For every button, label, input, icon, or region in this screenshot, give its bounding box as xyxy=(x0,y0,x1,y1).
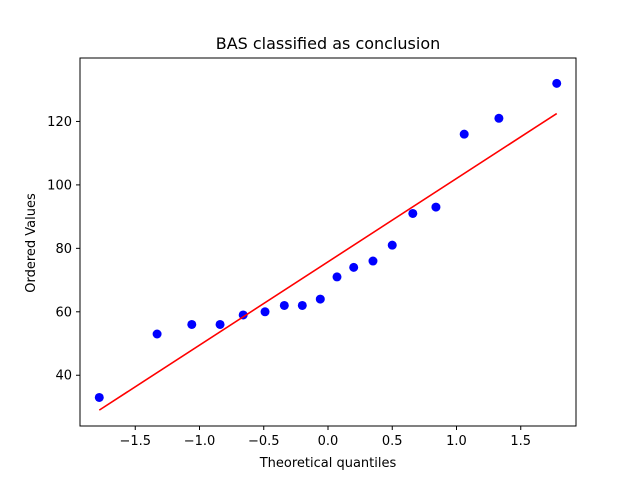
x-tick-label: 0.0 xyxy=(318,434,339,449)
data-point xyxy=(494,113,504,123)
data-point xyxy=(368,256,378,266)
data-point xyxy=(260,307,270,317)
data-point xyxy=(238,310,248,320)
y-tick-label: 80 xyxy=(55,242,72,257)
data-point xyxy=(408,208,418,218)
data-point xyxy=(187,319,197,329)
y-tick-label: 120 xyxy=(47,115,72,130)
data-point xyxy=(279,300,289,310)
axes: −1.5 −1.0 −0.5 0.0 0.5 1.0 1.5 40 60 80 100 120 xyxy=(47,57,577,449)
data-point xyxy=(332,272,342,282)
x-tick-label: 1.0 xyxy=(446,434,467,449)
y-tick-label: 60 xyxy=(55,305,72,320)
fit-line xyxy=(98,112,558,411)
x-tick-label: −1.0 xyxy=(184,434,216,449)
plot-area xyxy=(94,78,562,411)
y-tick-label: 40 xyxy=(55,369,72,384)
data-point xyxy=(215,319,225,329)
x-tick-label: −1.5 xyxy=(119,434,151,449)
data-point xyxy=(297,300,307,310)
data-point xyxy=(94,392,104,402)
data-point xyxy=(552,78,562,88)
x-tick-label: 0.5 xyxy=(382,434,403,449)
data-point xyxy=(459,129,469,139)
data-point xyxy=(431,202,441,212)
data-point xyxy=(387,240,397,250)
x-tick-label: 1.5 xyxy=(510,434,531,449)
y-axis-label: Ordered Values xyxy=(24,193,39,293)
data-point xyxy=(315,294,325,304)
y-tick-label: 100 xyxy=(47,178,72,193)
chart-title: BAS classified as conclusion xyxy=(216,34,441,53)
x-tick-label: −0.5 xyxy=(248,434,280,449)
x-axis-label: Theoretical quantiles xyxy=(259,456,397,471)
data-point xyxy=(152,329,162,339)
data-point xyxy=(349,262,359,272)
